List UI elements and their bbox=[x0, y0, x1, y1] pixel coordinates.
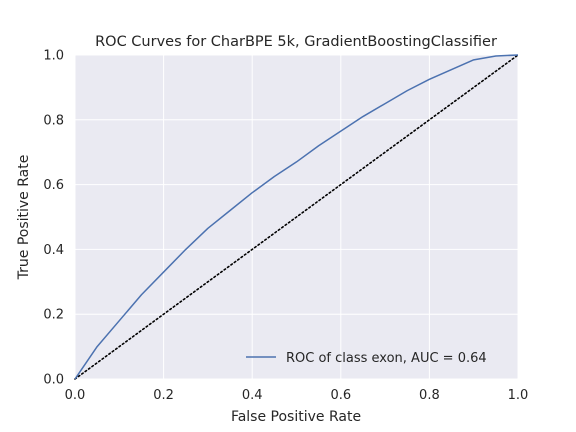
grid-lines bbox=[74, 54, 519, 380]
reference-diagonal bbox=[74, 54, 519, 380]
y-tick-label: 0.2 bbox=[43, 308, 64, 323]
x-tick-label: 0.4 bbox=[242, 388, 263, 403]
x-tick-label: 0.0 bbox=[65, 388, 86, 403]
x-axis-label: False Positive Rate bbox=[231, 409, 361, 425]
chart-title: ROC Curves for CharBPE 5k, GradientBoost… bbox=[95, 34, 497, 50]
y-tick-labels: 0.0 0.2 0.4 0.6 0.8 1.0 bbox=[43, 49, 64, 388]
y-tick-label: 0.8 bbox=[43, 113, 64, 128]
x-tick-label: 0.2 bbox=[153, 388, 174, 403]
legend-entry: ROC of class exon, AUC = 0.64 bbox=[286, 351, 487, 366]
y-tick-label: 0.0 bbox=[43, 373, 64, 388]
series-group bbox=[74, 54, 519, 380]
y-tick-label: 1.0 bbox=[43, 49, 64, 64]
y-tick-label: 0.6 bbox=[43, 178, 64, 193]
reference-line bbox=[74, 54, 519, 380]
x-tick-label: 0.8 bbox=[419, 388, 440, 403]
roc-curve-line bbox=[74, 54, 519, 380]
legend: ROC of class exon, AUC = 0.64 bbox=[246, 351, 487, 366]
y-axis-label: True Positive Rate bbox=[16, 155, 32, 281]
x-tick-label: 1.0 bbox=[508, 388, 529, 403]
x-tick-label: 0.6 bbox=[330, 388, 351, 403]
x-tick-labels: 0.0 0.2 0.4 0.6 0.8 1.0 bbox=[65, 388, 529, 403]
y-tick-label: 0.4 bbox=[43, 243, 64, 258]
